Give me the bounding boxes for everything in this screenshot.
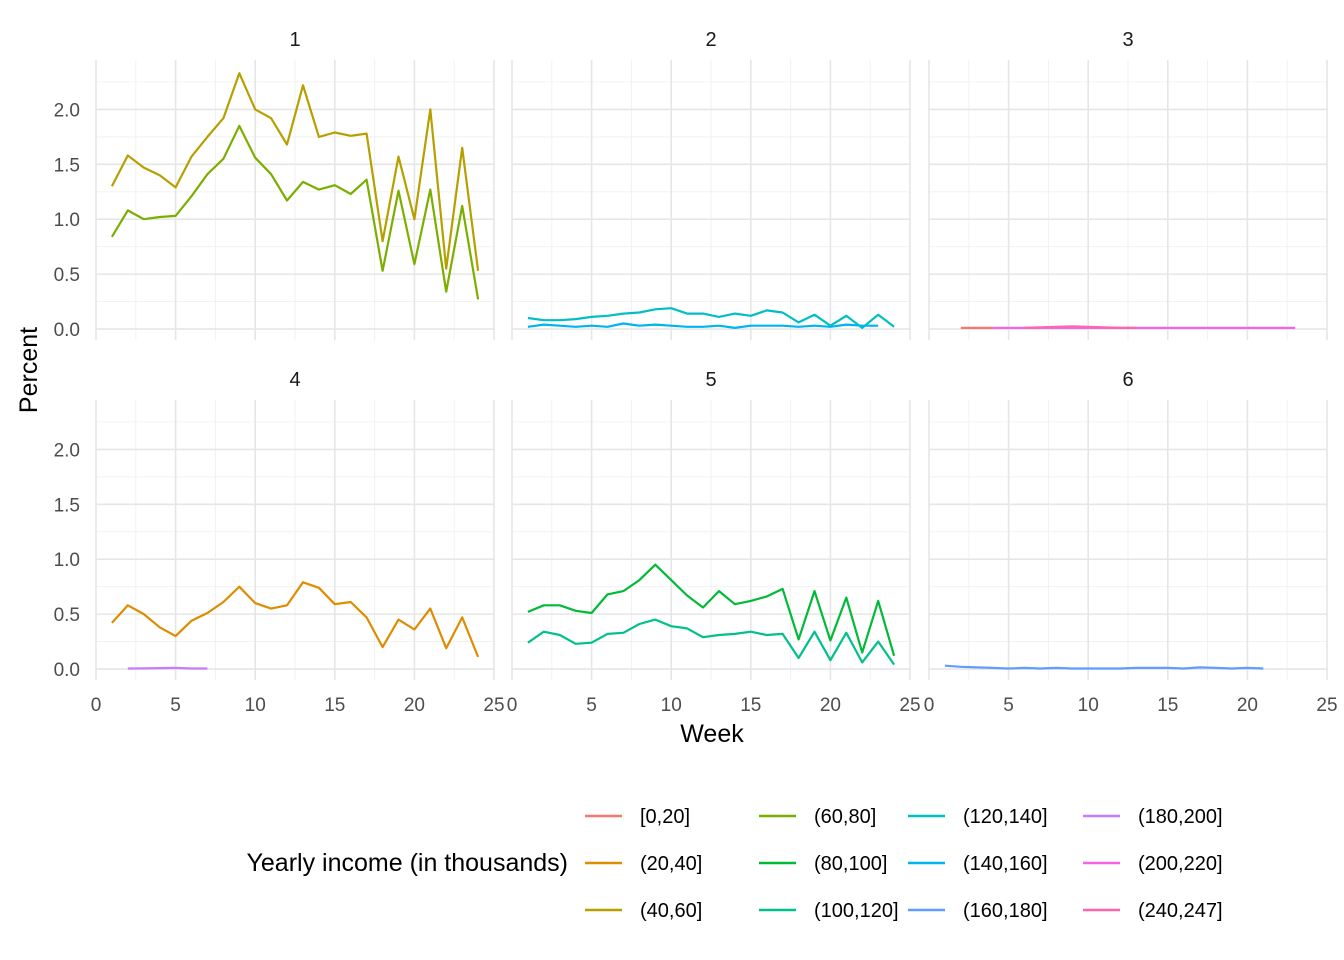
legend-item: (100,120] [759, 900, 899, 922]
panel-3: 3 [928, 29, 1328, 340]
y-tick-label: 1.0 [54, 550, 80, 571]
panels-layer: 1 2 3 4 5 6 [95, 29, 1328, 680]
legend-item: (40,60] [585, 900, 702, 922]
legend-title: Yearly income (in thousands) [247, 849, 568, 877]
legend-label: (120,140] [963, 806, 1048, 828]
y-tick-label: 0.0 [54, 320, 80, 341]
x-tick-label: 15 [740, 695, 761, 716]
y-tick-label: 1.5 [54, 495, 80, 516]
series-line-(40,60] [110, 72, 480, 271]
legend-label: (140,160] [963, 853, 1048, 875]
panel-4: 4 [95, 369, 495, 680]
x-tick-label: 5 [1003, 695, 1014, 716]
series-line-(20,40] [111, 581, 480, 658]
y-tick-label: 1.0 [54, 210, 80, 231]
panel-strip-label: 2 [705, 29, 716, 51]
panel-1: 1 [95, 29, 495, 340]
legend-label: (240,247] [1138, 900, 1223, 922]
x-tick-label: 5 [170, 695, 181, 716]
x-tick-label: 20 [404, 695, 425, 716]
x-tick-label: 10 [1078, 695, 1099, 716]
series-line-(140,160] [527, 322, 879, 329]
x-tick-label: 0 [924, 695, 935, 716]
series-line-(240,247] [1024, 325, 1136, 329]
series-line-(80,100] [527, 563, 896, 657]
legend-label: (100,120] [814, 900, 899, 922]
legend-item: [0,20] [585, 806, 690, 828]
series-line-(100,120] [527, 618, 896, 666]
x-tick-label: 5 [586, 695, 597, 716]
panel-strip-label: 3 [1122, 29, 1133, 51]
legend-label: (60,80] [814, 806, 876, 828]
x-tick-label: 20 [1237, 695, 1258, 716]
panel-5: 5 [511, 369, 911, 680]
y-tick-label: 2.0 [54, 100, 80, 121]
panel-strip-label: 4 [289, 369, 300, 391]
legend-item: (240,247] [1083, 900, 1223, 922]
x-tick-label: 15 [1157, 695, 1178, 716]
x-axis-title: Week [680, 720, 744, 748]
x-tick-label: 25 [899, 695, 920, 716]
x-tick-label: 15 [324, 695, 345, 716]
panel-2: 2 [511, 29, 911, 340]
legend-item: (140,160] [908, 853, 1048, 875]
legend-label: (80,100] [814, 853, 887, 875]
x-tick-label: 10 [661, 695, 682, 716]
legend-label: [0,20] [640, 806, 690, 828]
panel-strip-label: 6 [1122, 369, 1133, 391]
series-line-(60,80] [110, 124, 480, 300]
x-tick-label: 25 [1316, 695, 1337, 716]
panel-strip-label: 5 [705, 369, 716, 391]
y-tick-label: 1.5 [54, 155, 80, 176]
x-tick-label: 0 [91, 695, 102, 716]
legend-label: (160,180] [963, 900, 1048, 922]
legend-label: (20,40] [640, 853, 702, 875]
legend-label: (180,200] [1138, 806, 1223, 828]
y-axis-title: Percent [15, 327, 43, 413]
x-tick-label: 25 [483, 695, 504, 716]
legend-item: (200,220] [1083, 853, 1223, 875]
y-tick-label: 0.0 [54, 660, 80, 681]
legend-item: (80,100] [759, 853, 887, 875]
legend-item: (120,140] [908, 806, 1048, 828]
y-tick-label: 0.5 [54, 605, 80, 626]
legend-label: (200,220] [1138, 853, 1223, 875]
legend: [0,20] (20,40] (40,60] (60,80] (80,100] (100,… [585, 806, 1223, 922]
panel-6: 6 [928, 369, 1328, 680]
x-tick-label: 10 [245, 695, 266, 716]
series-line-(180,200] [127, 666, 208, 670]
legend-label: (40,60] [640, 900, 702, 922]
x-tick-label: 0 [507, 695, 518, 716]
y-tick-label: 0.5 [54, 265, 80, 286]
legend-item: (20,40] [585, 853, 702, 875]
panel-strip-label: 1 [289, 29, 300, 51]
y-tick-label: 2.0 [54, 440, 80, 461]
series-line-(120,140] [527, 307, 895, 329]
axes-layer: 0.0 0.5 1.0 1.5 2.0 0.0 0.5 1.0 1.5 2.0 0 5 10 15 20 25… [54, 100, 1338, 716]
series-line-(160,180] [944, 664, 1264, 670]
legend-item: (160,180] [908, 900, 1048, 922]
legend-item: (60,80] [759, 806, 876, 828]
x-tick-label: 20 [820, 695, 841, 716]
legend-item: (180,200] [1083, 806, 1223, 828]
